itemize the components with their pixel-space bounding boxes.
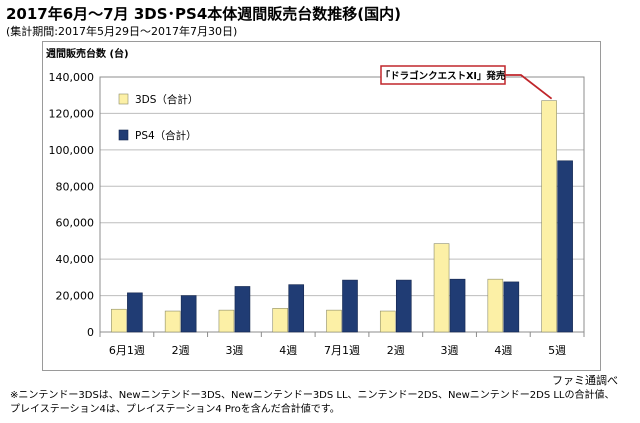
plot-border [99, 76, 585, 333]
x-tick-label: 7月1週 [324, 344, 360, 357]
legend-label-ps4: PS4（合計） [135, 129, 197, 142]
y-tick-label: 140,000 [49, 71, 95, 84]
bar-3ds [111, 308, 127, 333]
y-tick-label: 100,000 [49, 144, 95, 157]
bar-chart: 週間販売台数 (台) 0 20,000 40,000 60,000 80,000 100,0… [46, 47, 585, 357]
x-tick-label: 2週 [172, 344, 190, 357]
bar-ps4 [449, 278, 466, 333]
footnote: ※ニンテンドー3DSは、Newニンテンドー3DS、Newニンテンドー3DS LL… [10, 389, 615, 417]
bar-3ds [379, 310, 396, 333]
bar-ps4 [234, 286, 251, 333]
x-tick-label: 4週 [279, 344, 297, 357]
y-tick-label: 80,000 [56, 180, 95, 193]
legend-swatch-ps4 [118, 129, 129, 141]
chart-title: 2017年6月～7月 3DS･PS4本体週間販売台数推移(国内) [6, 5, 401, 23]
chart-area: 週間販売台数 (台) 0 20,000 40,000 60,000 80,000 100,0… [42, 41, 601, 371]
bar-ps4 [288, 284, 305, 333]
bar-ps4 [127, 292, 143, 333]
x-tick-label: 3週 [225, 344, 243, 357]
legend-swatch-3ds [118, 93, 129, 105]
bar-ps4 [180, 295, 197, 333]
y-tick-label: 60,000 [56, 217, 95, 230]
x-tick-label: 3週 [441, 344, 459, 357]
bar-3ds [218, 309, 235, 333]
y-axis-label: 週間販売台数 (台) [46, 47, 129, 60]
bar-ps4 [342, 279, 358, 333]
bar-3ds [326, 309, 342, 333]
x-tick-label: 6月1週 [109, 344, 145, 357]
source-credit: ファミ通調べ [552, 374, 618, 387]
y-tick-label: 20,000 [56, 290, 95, 303]
x-tick-label: 4週 [494, 344, 512, 357]
bar-ps4 [503, 281, 520, 333]
bar-3ds [272, 308, 289, 333]
bar-3ds [164, 310, 181, 333]
annotation-leader-line [505, 74, 553, 100]
bar-3ds [487, 278, 504, 333]
bar-ps4 [395, 279, 412, 333]
annotation-text: 「ドラゴンクエストXI」発売 [381, 70, 506, 82]
bar-3ds [541, 100, 557, 333]
chart-period: (集計期間:2017年5月29日～2017年7月30日) [6, 25, 238, 38]
x-tick-label: 2週 [387, 344, 405, 357]
footnote-line-2: プレイステーション4は、プレイステーション4 Proを含んだ合計値です。 [10, 404, 340, 415]
y-tick-label: 0 [87, 326, 94, 339]
y-tick-label: 40,000 [56, 253, 95, 266]
bar-ps4 [557, 160, 573, 333]
bar-3ds [433, 243, 450, 333]
legend-label-3ds: 3DS（合計） [135, 93, 198, 106]
footnote-line-1: ※ニンテンドー3DSは、Newニンテンドー3DS、Newニンテンドー3DS LL… [10, 390, 615, 401]
x-tick-label: 5週 [548, 344, 566, 357]
y-tick-label: 120,000 [49, 107, 95, 120]
